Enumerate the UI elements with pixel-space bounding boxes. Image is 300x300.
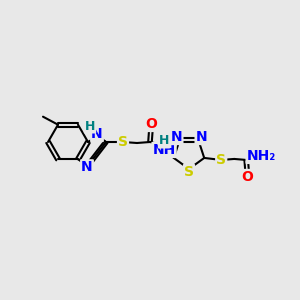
Text: S: S	[216, 153, 226, 167]
Text: H: H	[85, 119, 95, 133]
Text: O: O	[241, 170, 253, 184]
Text: H: H	[159, 134, 169, 148]
Text: S: S	[184, 165, 194, 179]
Text: O: O	[145, 117, 157, 131]
Text: N: N	[196, 130, 207, 144]
Text: S: S	[118, 135, 128, 149]
Text: NH: NH	[152, 143, 176, 157]
Text: N: N	[81, 160, 93, 174]
Text: N: N	[171, 130, 182, 144]
Text: N: N	[91, 127, 103, 141]
Text: NH₂: NH₂	[247, 149, 276, 163]
